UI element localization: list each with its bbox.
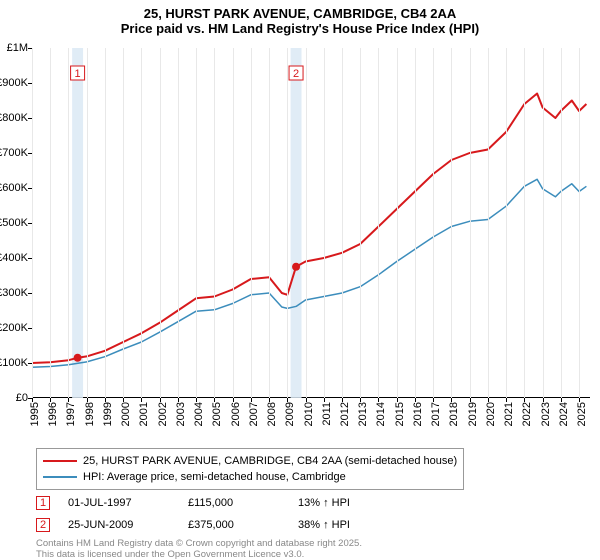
y-tick-label: £600K: [0, 182, 28, 194]
y-tick-label: £500K: [0, 217, 28, 229]
x-tick-label: 2001: [138, 402, 150, 426]
x-tick-label: 2019: [467, 402, 479, 426]
legend: 25, HURST PARK AVENUE, CAMBRIDGE, CB4 2A…: [36, 448, 590, 490]
sales-idx-box: 1: [36, 496, 50, 510]
chart-area: 12 1995199619971998199920002001200220032…: [32, 48, 590, 410]
y-tick-label: £700K: [0, 147, 28, 159]
x-tick-label: 2020: [485, 402, 497, 426]
x-tick-label: 2018: [448, 402, 460, 426]
sales-row: 1 01-JUL-1997£115,00013% ↑ HPI: [36, 492, 418, 514]
x-tick-label: 2011: [321, 402, 333, 426]
x-tick-label: 1995: [29, 402, 41, 426]
x-tick-label: 2005: [211, 402, 223, 426]
plot-region: 12 1995199619971998199920002001200220032…: [32, 48, 590, 398]
y-tick-label: £1M: [0, 42, 28, 54]
chart-title-block: 25, HURST PARK AVENUE, CAMBRIDGE, CB4 2A…: [0, 0, 600, 38]
x-tick-label: 2009: [284, 402, 296, 426]
x-tick-label: 2006: [230, 402, 242, 426]
sales-table: 1 01-JUL-1997£115,00013% ↑ HPI 2 25-JUN-200…: [36, 492, 418, 536]
sales-date: 25-JUN-2009: [68, 519, 188, 531]
y-tick-label: £200K: [0, 322, 28, 334]
x-tick-label: 2025: [576, 402, 588, 426]
x-tick-label: 1998: [84, 402, 96, 426]
x-tick-label: 1999: [102, 402, 114, 426]
series-red-line: [32, 94, 586, 364]
series-blue-line: [32, 179, 586, 367]
legend-swatch: [43, 460, 77, 463]
sale-marker-dot: [74, 354, 82, 362]
legend-row: 25, HURST PARK AVENUE, CAMBRIDGE, CB4 2A…: [43, 453, 457, 469]
sales-price: £375,000: [188, 519, 298, 531]
sales-row: 2 25-JUN-2009£375,00038% ↑ HPI: [36, 514, 418, 536]
sale-marker-idx: 1: [75, 68, 81, 80]
x-tick-label: 2007: [248, 402, 260, 426]
title-line-2: Price paid vs. HM Land Registry's House …: [0, 21, 600, 36]
sale-marker-box: [71, 66, 85, 80]
x-tick-label: 2014: [375, 402, 387, 426]
sale-marker-dot: [292, 263, 300, 271]
x-tick-label: 2013: [357, 402, 369, 426]
x-tick-label: 2023: [540, 402, 552, 426]
sale-marker-idx: 2: [293, 68, 299, 80]
x-tick-label: 2021: [503, 402, 515, 426]
attribution-line-1: Contains HM Land Registry data © Crown c…: [36, 538, 362, 549]
legend-label: HPI: Average price, semi-detached house,…: [83, 469, 346, 485]
x-tick-label: 2002: [157, 402, 169, 426]
x-tick-label: 2000: [120, 402, 132, 426]
sales-price: £115,000: [188, 497, 298, 509]
sale-marker-box: [289, 66, 303, 80]
y-tick-label: £100K: [0, 357, 28, 369]
x-tick-label: 2017: [430, 402, 442, 426]
title-line-1: 25, HURST PARK AVENUE, CAMBRIDGE, CB4 2A…: [0, 6, 600, 21]
y-tick-label: £900K: [0, 77, 28, 89]
x-tick-label: 1997: [65, 402, 77, 426]
attribution-line-2: This data is licensed under the Open Gov…: [36, 549, 362, 560]
legend-box: 25, HURST PARK AVENUE, CAMBRIDGE, CB4 2A…: [36, 448, 464, 490]
y-tick-label: £400K: [0, 252, 28, 264]
legend-label: 25, HURST PARK AVENUE, CAMBRIDGE, CB4 2A…: [83, 453, 457, 469]
x-tick-label: 2008: [266, 402, 278, 426]
sales-pct: 13% ↑ HPI: [298, 497, 418, 509]
y-tick-label: £300K: [0, 287, 28, 299]
x-tick-label: 2003: [175, 402, 187, 426]
x-tick-label: 2022: [521, 402, 533, 426]
sales-idx-box: 2: [36, 518, 50, 532]
x-tick-label: 2024: [558, 402, 570, 426]
sales-pct: 38% ↑ HPI: [298, 519, 418, 531]
y-tick-label: £0: [0, 392, 28, 404]
y-tick-label: £800K: [0, 112, 28, 124]
x-tick-label: 2012: [339, 402, 351, 426]
legend-swatch: [43, 476, 77, 478]
x-tick-label: 2015: [394, 402, 406, 426]
legend-row: HPI: Average price, semi-detached house,…: [43, 469, 457, 485]
attribution: Contains HM Land Registry data © Crown c…: [36, 538, 362, 560]
x-tick-label: 2004: [193, 402, 205, 426]
x-tick-label: 2010: [303, 402, 315, 426]
x-tick-label: 1996: [47, 402, 59, 426]
x-tick-label: 2016: [412, 402, 424, 426]
sales-date: 01-JUL-1997: [68, 497, 188, 509]
